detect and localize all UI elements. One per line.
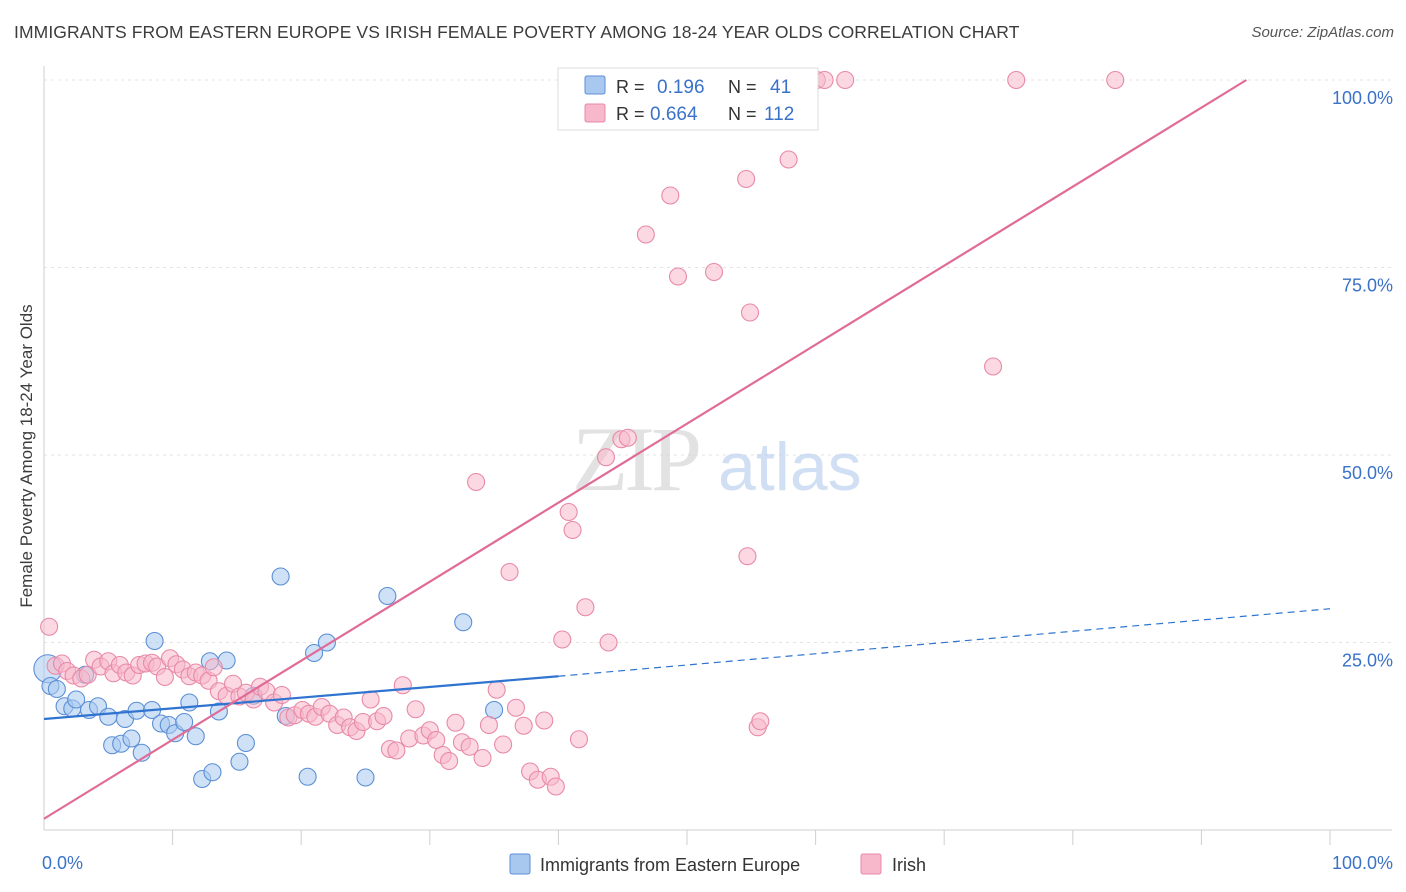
stats-swatch-eastern-europe [584, 75, 606, 95]
point-irish-67 [479, 715, 499, 735]
point-irish-91 [661, 186, 680, 205]
point-irish-51 [374, 706, 393, 726]
point-eastern-europe-30 [236, 733, 255, 753]
bottom-legend: Immigrants from Eastern Europe Irish [509, 853, 926, 875]
point-eastern-europe-38 [378, 586, 397, 606]
point-eastern-europe-23 [186, 727, 205, 746]
watermark: ZIP atlas [572, 408, 862, 510]
point-irish-105 [836, 70, 855, 90]
stats-swatch-irish [584, 103, 606, 123]
point-irish-86 [618, 428, 637, 447]
point-irish-71 [506, 698, 526, 717]
y-tick-label-2: 75.0% [1342, 276, 1393, 296]
point-irish-100 [751, 712, 770, 731]
y-tick-label-1: 50.0% [1342, 463, 1393, 483]
x-tick-label-0: 0.0% [42, 853, 83, 873]
point-eastern-europe-40 [485, 700, 504, 720]
point-irish-18 [155, 667, 174, 687]
point-eastern-europe-2 [47, 679, 66, 699]
chart-title: IMMIGRANTS FROM EASTERN EUROPE VS IRISH … [14, 22, 1020, 42]
point-irish-68 [487, 680, 506, 699]
point-irish-98 [738, 547, 757, 566]
stats-r-label-1: R = [616, 77, 645, 97]
point-irish-65 [467, 472, 486, 492]
point-irish-94 [704, 262, 724, 282]
stats-n-value-2: 112 [764, 104, 794, 125]
point-irish-53 [387, 741, 406, 760]
point-eastern-europe-29 [230, 752, 249, 771]
point-irish-56 [406, 700, 425, 719]
grid [44, 79, 1392, 643]
stats-n-label-1: N = [728, 77, 757, 97]
stats-r-value-1: 0.196 [657, 77, 705, 98]
point-eastern-europe-9 [99, 707, 118, 726]
legend-swatch-irish [860, 853, 882, 875]
trend-line-irish [43, 79, 1247, 820]
legend-swatch-eastern-europe [509, 853, 531, 875]
trend-line-eastern-europe-extension [558, 608, 1331, 677]
y-tick-label-0: 25.0% [1342, 651, 1393, 671]
stats-r-label-2: R = [616, 104, 645, 124]
watermark-atlas: atlas [718, 429, 862, 505]
point-irish-82 [576, 598, 595, 617]
point-eastern-europe-13 [122, 729, 141, 748]
point-irish-78 [553, 630, 572, 649]
point-irish-84 [599, 633, 618, 652]
point-irish-72 [514, 716, 533, 735]
legend-label-irish: Irish [892, 855, 926, 875]
point-eastern-europe-21 [175, 712, 194, 732]
point-irish-89 [636, 225, 655, 244]
point-irish-96 [737, 169, 756, 189]
point-irish-80 [563, 520, 582, 540]
series-eastern-europe-points [33, 567, 504, 789]
point-irish-49 [361, 690, 380, 709]
point-irish-75 [535, 711, 554, 730]
trend-line-eastern-europe [43, 675, 559, 721]
point-irish-59 [427, 730, 446, 750]
point-irish-64 [460, 737, 479, 756]
point-irish-92 [668, 267, 688, 286]
point-irish-66 [473, 748, 492, 768]
point-irish-77 [546, 777, 565, 796]
point-irish-70 [500, 562, 519, 582]
point-irish-104 [815, 70, 834, 90]
trend-lines [43, 79, 1331, 820]
watermark-zip: ZIP [572, 408, 699, 510]
point-irish-79 [559, 502, 578, 522]
point-irish-36 [272, 685, 291, 705]
point-eastern-europe-39 [454, 613, 473, 632]
point-irish-61 [440, 751, 459, 771]
point-irish-26 [204, 658, 223, 677]
tick-labels: 25.0% 50.0% 75.0% 100.0% 0.0% 100.0% [42, 88, 1393, 873]
point-irish-69 [494, 735, 513, 754]
point-irish-83 [596, 448, 616, 467]
point-irish-107 [1007, 70, 1026, 90]
point-irish-6 [78, 665, 97, 684]
point-irish-97 [740, 303, 760, 322]
point-irish-108 [1106, 70, 1125, 90]
point-eastern-europe-34 [298, 767, 317, 786]
y-tick-label-3: 100.0% [1332, 88, 1393, 108]
source-label: Source: ZipAtlas.com [1251, 24, 1394, 41]
stats-n-value-1: 41 [770, 77, 791, 98]
point-irish-106 [984, 357, 1003, 376]
stats-r-value-2: 0.664 [650, 104, 698, 125]
point-irish-0 [40, 617, 59, 636]
point-irish-102 [779, 150, 798, 169]
point-eastern-europe-5 [67, 690, 86, 709]
point-irish-62 [446, 713, 465, 732]
point-eastern-europe-17 [145, 631, 164, 651]
x-tick-label-1: 100.0% [1332, 853, 1393, 873]
point-irish-54 [393, 676, 412, 695]
point-irish-81 [569, 730, 589, 749]
legend-label-eastern-europe: Immigrants from Eastern Europe [540, 855, 800, 875]
stats-legend: R = 0.196 N = 41 R = 0.664 N = 112 [557, 67, 819, 131]
stats-n-label-2: N = [728, 104, 757, 124]
point-eastern-europe-26 [203, 763, 222, 782]
point-eastern-europe-37 [356, 768, 375, 787]
point-eastern-europe-32 [271, 567, 290, 586]
axes [43, 66, 1392, 845]
